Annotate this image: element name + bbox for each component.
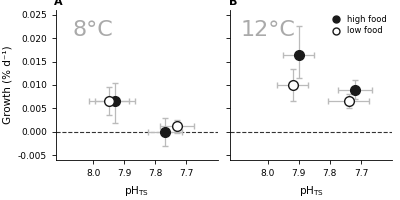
Text: B: B [229, 0, 237, 7]
Text: 8°C: 8°C [72, 21, 113, 40]
X-axis label: pH$_\mathrm{TS}$: pH$_\mathrm{TS}$ [299, 184, 324, 198]
X-axis label: pH$_\mathrm{TS}$: pH$_\mathrm{TS}$ [124, 184, 149, 198]
Legend: high food, low food: high food, low food [327, 14, 388, 36]
Text: 12°C: 12°C [240, 21, 295, 40]
Text: A: A [54, 0, 63, 7]
Y-axis label: Growth (% d⁻¹): Growth (% d⁻¹) [2, 46, 12, 124]
